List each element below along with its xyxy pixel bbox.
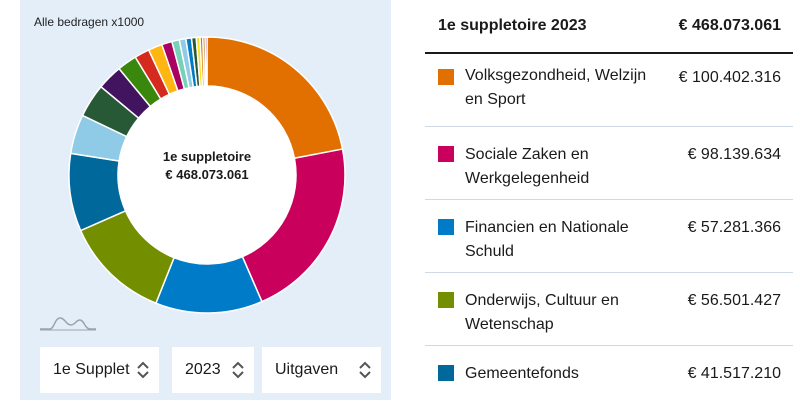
legend-swatch xyxy=(438,292,454,308)
table-row[interactable]: Onderwijs, Cultuur en Wetenschap € 56.50… xyxy=(425,273,793,346)
table-row[interactable]: Volksgezondheid, Welzijn en Sport € 100.… xyxy=(425,54,793,127)
legend-swatch xyxy=(438,69,454,85)
row-label: Gemeentefonds xyxy=(465,365,579,382)
table-header: 1e suppletoire 2023 € 468.073.061 xyxy=(425,0,793,54)
row-label: Sociale Zaken en Werkgelegenheid xyxy=(465,146,590,187)
table-header-label: 1e suppletoire 2023 xyxy=(438,17,587,34)
donut-chart xyxy=(68,36,346,314)
updown-chevron-icon xyxy=(359,361,371,379)
select-year[interactable]: 2023 xyxy=(172,347,254,393)
legend-swatch xyxy=(438,146,454,162)
center-total: € 468.073.061 xyxy=(165,167,249,182)
donut-center-label: 1e suppletoire € 468.073.061 xyxy=(132,148,282,184)
row-value: € 98.139.634 xyxy=(687,146,781,163)
row-value: € 100.402.316 xyxy=(678,69,781,86)
row-value: € 41.517.210 xyxy=(687,365,781,382)
table-row[interactable]: Financien en Nationale Schuld € 57.281.3… xyxy=(425,200,793,273)
select-type-value: Uitgaven xyxy=(275,361,339,378)
center-title: 1e suppletoire xyxy=(162,149,252,164)
select-budget-moment[interactable]: 1e Supplet xyxy=(40,347,159,393)
row-label: Onderwijs, Cultuur en Wetenschap xyxy=(465,292,619,333)
updown-chevron-icon xyxy=(232,361,244,379)
legend-swatch xyxy=(438,219,454,235)
select-year-value: 2023 xyxy=(185,361,221,378)
donut-slice[interactable] xyxy=(204,36,208,87)
table-row[interactable]: Gemeentefonds € 41.517.210 xyxy=(425,346,793,400)
row-value: € 57.281.366 xyxy=(687,219,781,236)
chart-logo-icon xyxy=(40,317,96,331)
legend-swatch xyxy=(438,365,454,381)
table-row[interactable]: Sociale Zaken en Werkgelegenheid € 98.13… xyxy=(425,127,793,200)
donut-hole xyxy=(118,86,296,264)
select-budget-moment-value: 1e Supplet xyxy=(53,361,130,378)
chart-panel: Alle bedragen x1000 1e suppletoire € 468… xyxy=(20,0,391,400)
amount-note: Alle bedragen x1000 xyxy=(34,15,145,29)
row-label: Financien en Nationale Schuld xyxy=(465,219,629,260)
table-header-total: € 468.073.061 xyxy=(678,17,781,34)
select-type[interactable]: Uitgaven xyxy=(262,347,381,393)
row-label: Volksgezondheid, Welzijn en Sport xyxy=(465,67,647,108)
updown-chevron-icon xyxy=(137,361,149,379)
row-value: € 56.501.427 xyxy=(687,292,781,309)
breakdown-table: 1e suppletoire 2023 € 468.073.061 Volksg… xyxy=(425,0,793,400)
